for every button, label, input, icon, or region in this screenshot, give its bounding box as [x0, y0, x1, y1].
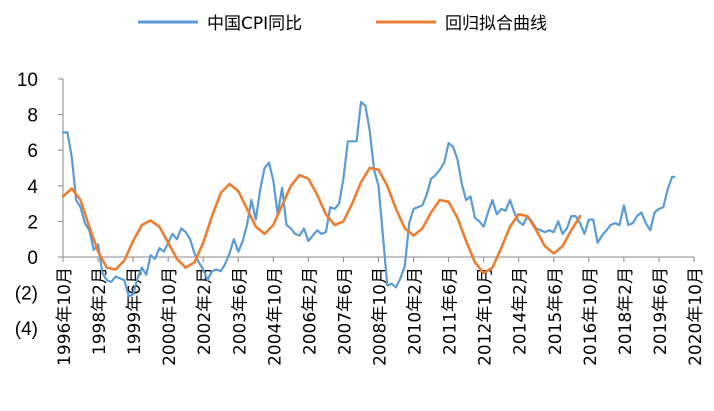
x-tick-label: 2019年6月 — [651, 267, 671, 355]
x-tick-label: 2008年10月 — [371, 267, 391, 366]
y-tick-label: 10 — [17, 70, 38, 91]
x-tick-label: 1998年2月 — [90, 267, 110, 355]
x-tick-label: 2007年6月 — [335, 267, 355, 355]
x-tick-label: 2012年10月 — [476, 267, 496, 366]
x-tick-label: 2011年6月 — [441, 267, 461, 355]
x-tick-label: 1996年10月 — [55, 267, 75, 366]
legend-label-cpi: 中国CPI同比 — [207, 14, 302, 34]
y-tick-label: 8 — [27, 106, 38, 127]
x-tick-label: 2003年6月 — [230, 267, 250, 355]
x-tick-label: 2015年6月 — [546, 267, 566, 355]
y-tick-label: 4 — [27, 177, 38, 198]
y-tick-label: (2) — [15, 284, 38, 305]
y-axis: 10 8 6 4 2 0 (2) (4) — [15, 70, 64, 340]
x-tick-label: 2010年2月 — [406, 267, 426, 355]
x-tick-label: 1999年6月 — [125, 267, 145, 355]
y-tick-label: 0 — [27, 248, 38, 269]
legend-label-fit: 回归拟合曲线 — [445, 14, 547, 34]
x-tick-label: 2002年2月 — [195, 267, 215, 355]
x-tick-label: 2016年10月 — [581, 267, 601, 366]
x-axis: 1996年10月 1998年2月 1999年6月 2000年10月 2002年2月 200… — [55, 256, 706, 366]
y-tick-label: 2 — [27, 212, 38, 233]
y-tick-label: 6 — [27, 141, 38, 162]
x-tick-label: 2020年10月 — [686, 267, 706, 366]
x-tick-label: 2004年10月 — [265, 267, 285, 366]
x-tick-label: 2000年10月 — [160, 267, 180, 366]
x-tick-label: 2006年2月 — [300, 267, 320, 355]
plot-area — [61, 100, 676, 298]
series-line-fit — [61, 166, 582, 275]
x-tick-label: 2018年2月 — [616, 267, 636, 355]
legend: 中国CPI同比 回归拟合曲线 — [138, 14, 547, 34]
y-tick-label: (4) — [15, 319, 38, 340]
series-line-cpi — [61, 100, 676, 298]
x-tick-label: 2014年2月 — [511, 267, 531, 355]
